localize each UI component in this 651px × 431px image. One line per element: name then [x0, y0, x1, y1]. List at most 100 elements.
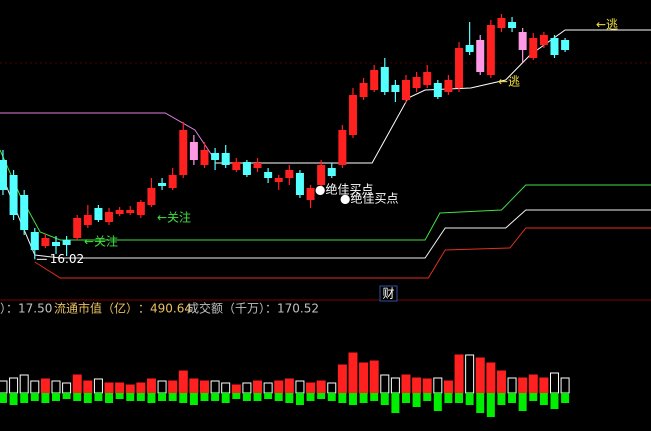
candle-body	[306, 188, 315, 200]
indicator-bar	[83, 393, 92, 403]
badge: 财	[382, 287, 394, 301]
indicator-bar	[242, 393, 251, 401]
candle-body	[264, 172, 273, 178]
indicator-bar	[136, 393, 145, 401]
volume-bar	[136, 382, 146, 394]
candle-body	[115, 210, 124, 214]
indicator-bar	[20, 393, 29, 403]
volume-bar	[306, 382, 316, 394]
candle-body	[486, 25, 495, 75]
indicator-bar	[433, 393, 442, 411]
indicator-bar	[518, 393, 527, 411]
volume-bar	[274, 380, 284, 394]
volume-bar	[337, 364, 347, 394]
indicator-bar	[62, 393, 71, 399]
candle-body	[327, 168, 336, 176]
indicator-bar	[529, 393, 538, 401]
volume-bar	[189, 378, 199, 394]
indicator-bar	[486, 393, 495, 417]
indicator-bar	[126, 393, 135, 401]
indicator-bar	[327, 393, 336, 401]
candle-body	[62, 240, 71, 245]
indicator-bar	[200, 393, 209, 401]
indicator-bar	[105, 393, 114, 403]
indicator-bar	[211, 393, 220, 401]
volume-bar	[486, 362, 496, 394]
volume-bar	[528, 374, 538, 394]
annotation: ←逃	[596, 18, 618, 32]
indicator-bar	[561, 393, 570, 403]
candle-body	[232, 162, 241, 170]
volume-bar	[412, 377, 422, 394]
volume-bar	[72, 374, 82, 394]
indicator-bar	[9, 393, 18, 405]
indicator-bar	[168, 393, 177, 401]
volume-bar	[83, 380, 93, 394]
indicator-bar	[253, 393, 262, 401]
candle-body	[41, 238, 50, 246]
info-price: ）：17.50	[0, 302, 52, 316]
candle-body	[518, 32, 527, 50]
indicator-bar	[348, 393, 357, 405]
volume-bar	[348, 352, 358, 394]
candle-body	[105, 212, 114, 222]
candle-body	[0, 160, 7, 190]
candle-body	[285, 170, 294, 178]
indicator-bar	[370, 393, 379, 401]
candle-body	[147, 188, 156, 205]
indicator-bar	[115, 393, 124, 399]
candle-body	[20, 195, 29, 230]
volume-bar	[443, 380, 453, 394]
indicator-bar	[0, 393, 7, 403]
candle-body	[317, 165, 326, 185]
candle-body	[242, 162, 251, 175]
annotation: ●绝佳买点	[315, 182, 373, 197]
indicator-bar	[52, 393, 60, 401]
indicator-bar	[338, 393, 347, 403]
candle-body	[338, 130, 347, 165]
indicator-bar	[295, 393, 304, 405]
indicator-bar	[232, 393, 241, 399]
indicator-bar	[30, 393, 39, 401]
indicator-bar	[539, 393, 548, 405]
candle-body	[30, 232, 39, 250]
annotation: ←逃	[498, 75, 520, 89]
indicator-bar	[158, 393, 167, 401]
candle-body	[423, 72, 432, 85]
volume-bar	[316, 380, 326, 394]
candle-body	[189, 142, 198, 160]
indicator-bar	[147, 393, 156, 403]
volume-bar	[104, 382, 114, 394]
candle-body	[497, 18, 506, 28]
indicator-bar	[264, 393, 273, 399]
candle-body	[508, 22, 517, 28]
volume-bar	[422, 378, 432, 394]
candle-body	[550, 38, 559, 55]
candle-body	[529, 38, 538, 58]
candle-body	[126, 210, 135, 213]
volume-bar	[369, 360, 379, 394]
candle-body	[295, 173, 304, 195]
annotation: ←关注	[157, 210, 191, 225]
candle-body	[168, 175, 177, 188]
volume-bar	[178, 370, 188, 394]
info-turnover: 成交额（千万）：170.52	[187, 301, 319, 316]
low-label: 16.02	[50, 252, 84, 266]
indicator-bar	[317, 393, 326, 399]
volume-bar	[518, 377, 528, 394]
volume-bar	[284, 378, 294, 394]
info-market-cap-label: 流通市值（亿）	[54, 301, 138, 316]
candle-body	[391, 85, 400, 92]
indicator-line	[0, 169, 651, 259]
volume-bar	[231, 384, 241, 394]
candle-body	[94, 208, 103, 220]
indicator-bar	[497, 393, 506, 405]
candle-body	[370, 70, 379, 90]
indicator-bar	[380, 393, 389, 405]
candle-body	[200, 150, 209, 165]
candle-body	[274, 178, 283, 182]
candle-body	[359, 83, 368, 97]
indicator-bar	[41, 393, 50, 403]
candle-body	[476, 40, 485, 72]
